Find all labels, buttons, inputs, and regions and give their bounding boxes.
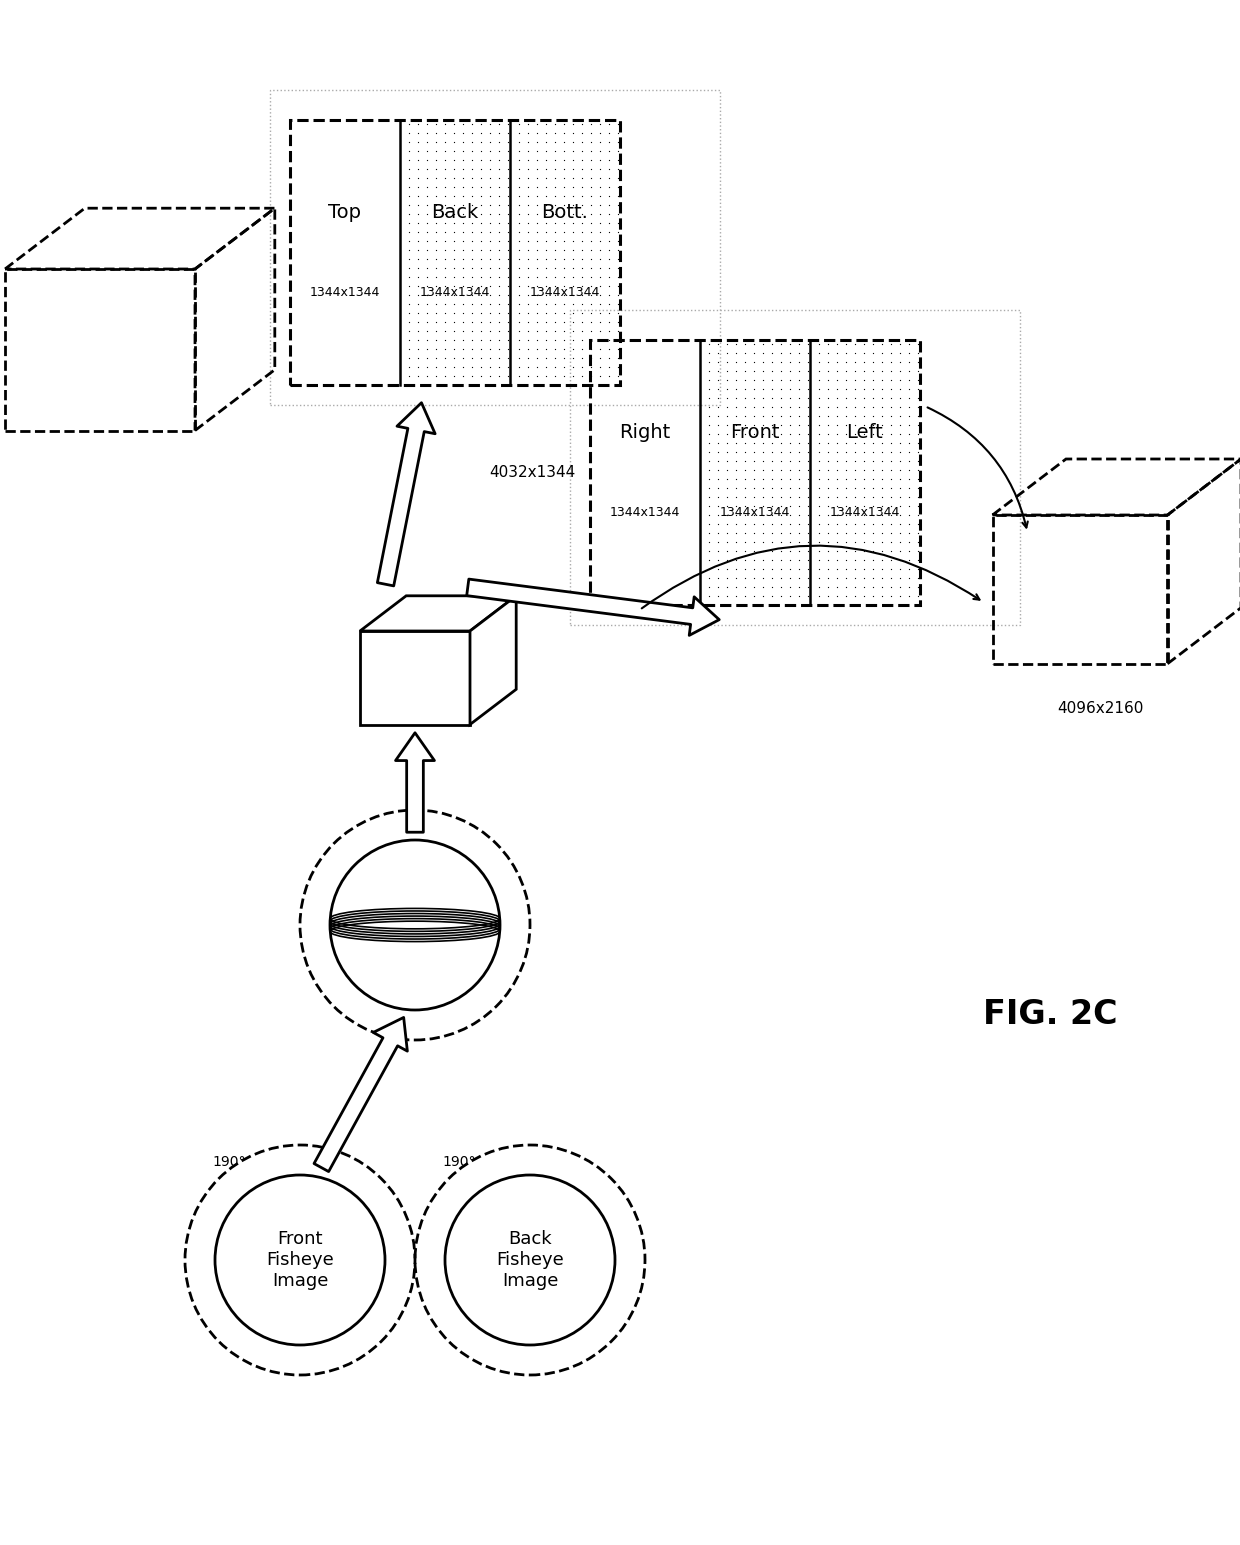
Polygon shape	[360, 630, 470, 725]
Text: 4096x2160: 4096x2160	[1056, 701, 1143, 717]
Text: 190°: 190°	[441, 1156, 475, 1170]
Text: 1344x1344: 1344x1344	[420, 286, 490, 298]
Text: Bott.: Bott.	[542, 204, 589, 222]
Text: Left: Left	[847, 423, 883, 442]
Text: 1344x1344: 1344x1344	[310, 286, 381, 298]
Text: 190°: 190°	[212, 1156, 246, 1170]
Text: 1344x1344: 1344x1344	[719, 505, 790, 519]
Text: 4032x1344: 4032x1344	[489, 465, 575, 480]
Circle shape	[445, 1176, 615, 1346]
Text: 1344x1344: 1344x1344	[529, 286, 600, 298]
Bar	[290, 121, 401, 385]
Polygon shape	[360, 596, 516, 630]
FancyArrowPatch shape	[377, 403, 435, 586]
Circle shape	[215, 1176, 384, 1346]
FancyArrowPatch shape	[466, 579, 719, 635]
Bar	[590, 340, 920, 606]
Bar	[570, 311, 1021, 626]
Bar	[590, 340, 701, 606]
FancyArrowPatch shape	[314, 1018, 408, 1171]
Text: 1344x1344: 1344x1344	[830, 505, 900, 519]
Text: Front: Front	[730, 423, 780, 442]
Bar	[290, 121, 620, 385]
Text: Right: Right	[619, 423, 671, 442]
Text: Back: Back	[432, 204, 479, 222]
Text: Front
Fisheye
Image: Front Fisheye Image	[267, 1230, 334, 1290]
Text: Back
Fisheye
Image: Back Fisheye Image	[496, 1230, 564, 1290]
Text: 1344x1344: 1344x1344	[610, 505, 681, 519]
FancyArrowPatch shape	[396, 732, 434, 833]
Text: FIG. 2C: FIG. 2C	[982, 998, 1117, 1032]
Polygon shape	[470, 596, 516, 725]
Text: Top: Top	[329, 204, 362, 222]
Bar	[270, 90, 720, 405]
Circle shape	[330, 840, 500, 1010]
